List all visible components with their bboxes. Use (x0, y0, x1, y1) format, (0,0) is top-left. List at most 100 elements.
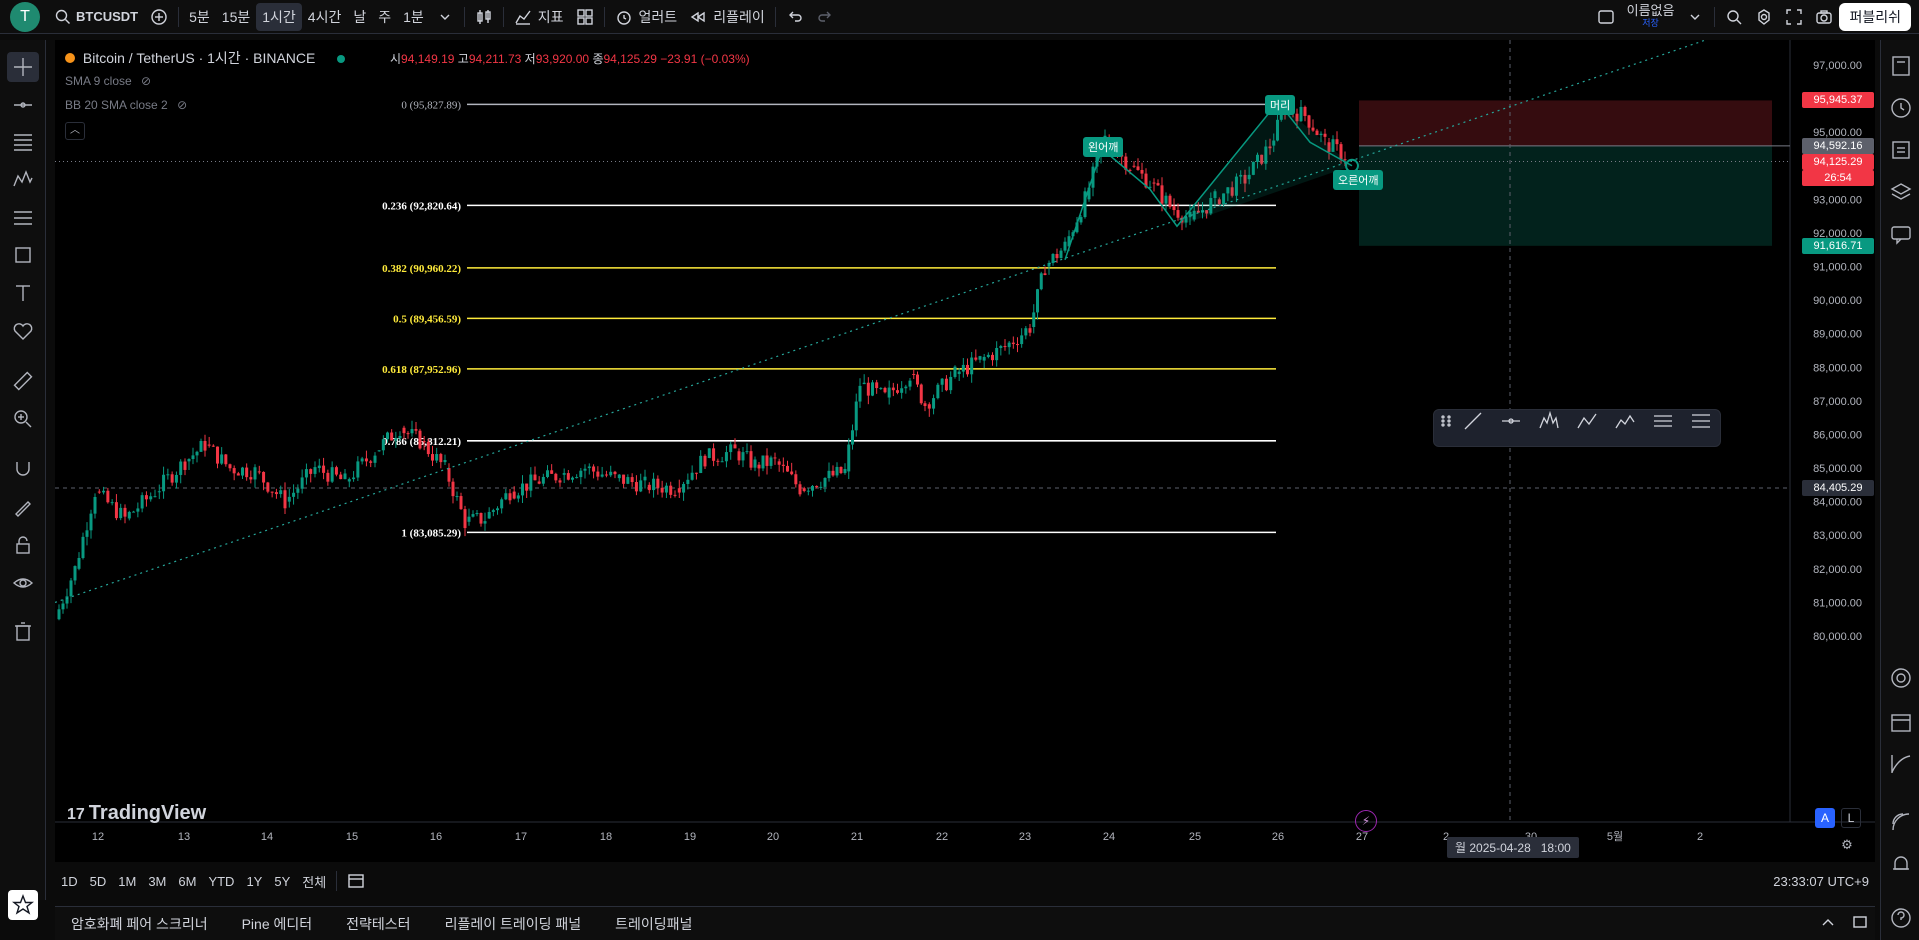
pattern-tool[interactable] (10, 166, 36, 192)
measure-tool[interactable] (10, 368, 36, 394)
range-1y[interactable]: 1Y (246, 873, 263, 889)
time-tick-label: 2 (1697, 831, 1703, 843)
range-1m[interactable]: 1M (118, 873, 137, 889)
abcd-pattern-icon[interactable] (1576, 410, 1598, 432)
layouts-button[interactable] (570, 3, 600, 31)
crosshair-tool[interactable] (7, 52, 39, 82)
hide-drawings-tool[interactable] (10, 570, 36, 596)
alerts-button[interactable]: 얼러트 (609, 3, 684, 31)
publish-button[interactable]: 퍼블리쉬 (1839, 2, 1911, 31)
remove-drawings-tool[interactable] (10, 618, 36, 644)
lock-drawings-tool[interactable] (10, 532, 36, 558)
pine-button[interactable] (1889, 752, 1913, 776)
replay-button[interactable]: 리플레이 (683, 3, 771, 31)
shapes-tool[interactable] (10, 242, 36, 268)
layout-checkbox[interactable] (1591, 3, 1621, 31)
prediction-tool[interactable] (10, 204, 36, 230)
undo-button[interactable] (780, 3, 810, 31)
candle-body (773, 457, 777, 459)
candle-body (394, 438, 398, 441)
head-shoulders-icon[interactable] (1538, 410, 1560, 432)
text-tool[interactable] (10, 280, 36, 306)
range-1d[interactable]: 1D (61, 873, 78, 889)
stay-drawing-tool[interactable] (10, 494, 36, 520)
indicators-button[interactable]: 지표 (508, 3, 570, 31)
range-5d[interactable]: 5D (89, 873, 107, 889)
interval-1h[interactable]: 1시간 (256, 2, 302, 31)
icons-tool[interactable] (10, 318, 36, 344)
magnet-tool[interactable] (10, 456, 36, 482)
collapse-legend-button[interactable]: ︿ (65, 122, 85, 140)
drag-handle-icon[interactable] (1440, 410, 1452, 432)
tab-pine-editor[interactable]: Pine 에디터 (241, 915, 313, 932)
range-6m[interactable]: 6M (178, 873, 197, 889)
ohlc-values: 시94,149.19 고94,211.73 저93,920.00 종94,125… (390, 50, 750, 67)
streams-button[interactable] (1889, 810, 1913, 834)
layers-button[interactable] (1889, 180, 1913, 204)
tab-screener[interactable]: 암호화폐 페어 스크리너 (71, 915, 208, 932)
zoom-tool[interactable] (10, 406, 36, 432)
chart-pane[interactable]: 97,000.0096,000.0095,000.0094,000.0093,0… (55, 40, 1875, 862)
alerts-panel-button[interactable] (1889, 96, 1913, 120)
ideas-button[interactable] (1889, 666, 1913, 690)
calendar-button[interactable] (1889, 710, 1913, 734)
range-5y[interactable]: 5Y (274, 873, 291, 889)
symbol-search[interactable]: BTCUSDT (48, 3, 144, 31)
settings-button[interactable] (1749, 3, 1779, 31)
object-tree-button[interactable] (1889, 138, 1913, 162)
tab-trading-panel[interactable]: 트레이딩패널 (615, 915, 693, 932)
maximize-panel-button[interactable] (1851, 913, 1869, 934)
favorites-button[interactable] (8, 890, 38, 920)
notifications-button[interactable] (1889, 852, 1913, 876)
redo-button[interactable] (810, 3, 840, 31)
fullscreen-button[interactable] (1779, 3, 1809, 31)
indicator-sma[interactable]: SMA 9 close ⊘ (65, 74, 151, 88)
indicator-bb[interactable]: BB 20 SMA close 2 ⊘ (65, 98, 187, 112)
quick-search-button[interactable] (1719, 3, 1749, 31)
chat-button[interactable] (1889, 222, 1913, 246)
elliott-wave-icon[interactable] (1614, 410, 1636, 432)
pattern-label-right-shoulder[interactable]: 오른어깨 (1333, 170, 1384, 190)
chart-settings-icon[interactable]: ⚙ (1841, 837, 1853, 852)
layout-dropdown[interactable] (1680, 3, 1710, 31)
interval-dropdown[interactable] (430, 3, 460, 31)
interval-15m[interactable]: 15분 (221, 8, 251, 25)
layout-name-menu[interactable]: 이름없음 저장 (1621, 3, 1681, 31)
interval-5m[interactable]: 5분 (189, 8, 210, 25)
compare-add-button[interactable] (144, 3, 174, 31)
fib-levels-icon[interactable] (1652, 410, 1674, 432)
fib-tool[interactable] (10, 128, 36, 154)
trendline-tool[interactable] (10, 92, 36, 118)
price-chart[interactable]: 97,000.0096,000.0095,000.0094,000.0093,0… (55, 40, 1875, 862)
tab-replay-panel[interactable]: 리플레이 트레이딩 패널 (444, 915, 582, 932)
fib-channel-icon[interactable] (1690, 410, 1712, 432)
expand-panel-button[interactable] (1819, 913, 1837, 934)
snapshot-button[interactable] (1809, 3, 1839, 31)
interval-4h[interactable]: 4시간 (307, 8, 342, 25)
log-scale-button[interactable]: L (1841, 808, 1861, 828)
lightning-icon[interactable]: ⚡ (1355, 810, 1377, 832)
take-profit-zone[interactable] (1359, 145, 1772, 246)
watchlist-button[interactable] (1889, 54, 1913, 78)
trendline-dotted[interactable] (55, 40, 1735, 603)
timezone-clock[interactable]: 23:33:07 UTC+9 (1773, 873, 1869, 889)
interval-day[interactable]: 날 (353, 8, 367, 25)
range-ytd[interactable]: YTD (208, 873, 235, 889)
chart-type-button[interactable] (469, 3, 499, 31)
range-3m[interactable]: 3M (148, 873, 167, 889)
range-all[interactable]: 전체 (302, 874, 327, 890)
pattern-label-left-shoulder[interactable]: 왼어깨 (1083, 137, 1124, 157)
user-avatar[interactable]: T (10, 1, 40, 32)
trendline-icon[interactable] (1462, 410, 1484, 432)
eye-hidden-icon[interactable]: ⊘ (141, 74, 152, 88)
help-button[interactable] (1889, 906, 1913, 930)
stop-loss-zone[interactable] (1359, 100, 1772, 146)
pattern-label-head[interactable]: 머리 (1265, 95, 1296, 115)
interval-week[interactable]: 주 (378, 8, 392, 25)
interval-1m[interactable]: 1분 (403, 8, 424, 25)
goto-date-button[interactable] (341, 871, 371, 892)
eye-hidden-icon[interactable]: ⊘ (177, 98, 188, 112)
auto-scale-button[interactable]: A (1815, 808, 1835, 828)
tab-strategy-tester[interactable]: 전략테스터 (346, 915, 411, 932)
horizontal-ray-icon[interactable] (1500, 410, 1522, 432)
